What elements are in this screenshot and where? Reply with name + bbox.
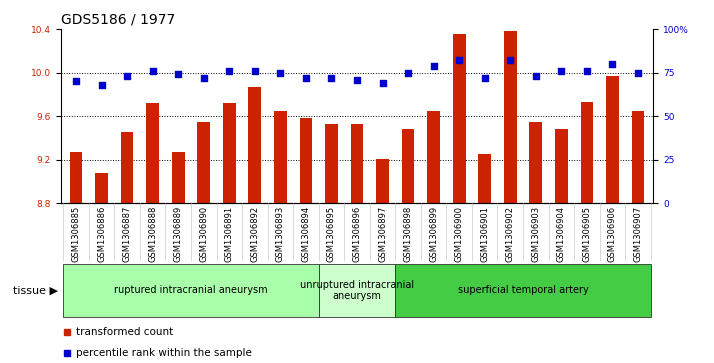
Bar (529, 122, 542, 203)
Point (96, 82, 107, 88)
Text: GSM1306890: GSM1306890 (199, 205, 208, 262)
Text: GSM1306885: GSM1306885 (71, 205, 81, 262)
Point (479, 75, 491, 81)
Bar (606, 76, 619, 203)
Text: transformed count: transformed count (76, 327, 173, 337)
Text: GSM1306894: GSM1306894 (301, 205, 311, 262)
Point (223, 68, 235, 74)
Point (198, 75, 209, 81)
Text: percentile rank within the sample: percentile rank within the sample (76, 348, 251, 358)
Text: GSM1306891: GSM1306891 (225, 205, 233, 262)
Bar (70, 152, 82, 203)
Text: GSM1306895: GSM1306895 (327, 205, 336, 262)
Text: superficial temporal artery: superficial temporal artery (458, 285, 588, 295)
Point (173, 72, 184, 77)
Point (581, 68, 593, 74)
Bar (223, 103, 236, 203)
Text: GSM1306901: GSM1306901 (481, 205, 489, 262)
Text: GSM1306902: GSM1306902 (506, 205, 515, 262)
Text: GDS5186 / 1977: GDS5186 / 1977 (61, 12, 175, 26)
Bar (580, 102, 593, 203)
Bar (300, 118, 312, 203)
Point (147, 68, 159, 74)
Text: GSM1306899: GSM1306899 (429, 205, 438, 262)
Bar (427, 111, 440, 203)
Text: GSM1306893: GSM1306893 (276, 205, 285, 262)
Text: GSM1306904: GSM1306904 (557, 205, 566, 262)
Bar (274, 111, 287, 203)
Text: GSM1306906: GSM1306906 (608, 205, 617, 262)
Bar (632, 111, 644, 203)
Bar (146, 103, 159, 203)
Bar (351, 124, 363, 203)
Bar (478, 154, 491, 203)
Bar (172, 152, 185, 203)
Bar (325, 124, 338, 203)
Text: GSM1306903: GSM1306903 (531, 205, 540, 262)
FancyBboxPatch shape (64, 264, 318, 317)
Bar (248, 87, 261, 203)
Text: GSM1306898: GSM1306898 (403, 205, 413, 262)
Text: GSM1306905: GSM1306905 (583, 205, 591, 262)
Point (249, 68, 261, 74)
Bar (95, 173, 108, 203)
Point (607, 61, 618, 67)
Point (351, 77, 363, 82)
Point (275, 70, 286, 76)
Bar (402, 129, 414, 203)
Text: GSM1306886: GSM1306886 (97, 205, 106, 262)
Bar (504, 31, 517, 203)
FancyBboxPatch shape (318, 264, 396, 317)
Point (300, 75, 311, 81)
Bar (453, 34, 466, 203)
Bar (121, 132, 134, 203)
Text: GSM1306907: GSM1306907 (633, 205, 643, 262)
Point (403, 70, 414, 76)
Text: GSM1306889: GSM1306889 (174, 205, 183, 262)
Text: unruptured intracranial
aneurysm: unruptured intracranial aneurysm (300, 280, 414, 301)
Bar (376, 159, 389, 203)
Point (530, 73, 541, 79)
Bar (555, 129, 568, 203)
Point (377, 80, 388, 86)
Point (633, 70, 644, 76)
Point (428, 63, 439, 69)
Point (326, 75, 337, 81)
Point (453, 57, 465, 63)
FancyBboxPatch shape (396, 264, 650, 317)
Text: GSM1306888: GSM1306888 (148, 205, 157, 262)
Bar (197, 122, 210, 203)
Point (121, 73, 133, 79)
Point (505, 57, 516, 63)
Text: GSM1306897: GSM1306897 (378, 205, 387, 262)
Point (555, 68, 567, 74)
Text: GSM1306896: GSM1306896 (353, 205, 361, 262)
Text: GSM1306892: GSM1306892 (251, 205, 259, 262)
Text: tissue ▶: tissue ▶ (13, 285, 58, 295)
Text: ruptured intracranial aneurysm: ruptured intracranial aneurysm (114, 285, 268, 295)
Text: GSM1306887: GSM1306887 (123, 205, 131, 262)
Point (70, 78, 81, 84)
Text: GSM1306900: GSM1306900 (455, 205, 463, 262)
